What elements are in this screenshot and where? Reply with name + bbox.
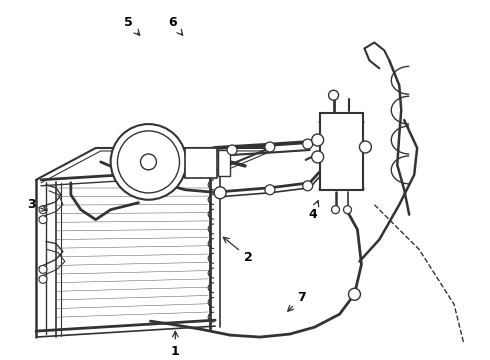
Circle shape <box>312 134 323 146</box>
Circle shape <box>329 90 339 100</box>
Circle shape <box>303 139 313 149</box>
Text: 5: 5 <box>124 16 140 35</box>
Circle shape <box>332 206 340 214</box>
Circle shape <box>265 142 275 152</box>
Circle shape <box>39 206 47 214</box>
Text: 1: 1 <box>171 331 180 357</box>
Text: 3: 3 <box>27 198 47 211</box>
Text: 6: 6 <box>168 16 183 35</box>
Text: 2: 2 <box>223 237 252 264</box>
Bar <box>319 113 364 190</box>
Text: 4: 4 <box>308 201 318 221</box>
Circle shape <box>214 187 226 199</box>
Circle shape <box>111 124 186 200</box>
Circle shape <box>303 181 313 191</box>
Circle shape <box>39 275 47 283</box>
Circle shape <box>39 265 47 273</box>
Circle shape <box>312 151 323 163</box>
Circle shape <box>343 206 351 214</box>
Circle shape <box>227 145 237 155</box>
Circle shape <box>141 154 156 170</box>
Circle shape <box>348 288 361 300</box>
Circle shape <box>118 131 179 193</box>
Circle shape <box>265 185 275 195</box>
Circle shape <box>360 141 371 153</box>
Circle shape <box>39 216 47 224</box>
Bar <box>185 148 217 178</box>
Text: 7: 7 <box>288 291 306 311</box>
Bar <box>218 150 230 176</box>
